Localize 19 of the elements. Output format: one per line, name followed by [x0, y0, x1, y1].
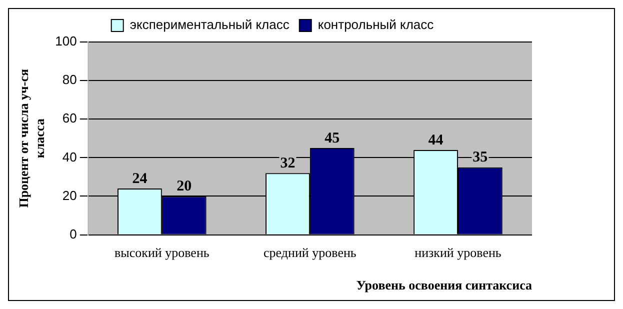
data-label: 32 — [280, 155, 296, 172]
y-tick-label: 100 — [55, 34, 77, 49]
y-tick-label: 40 — [62, 149, 77, 164]
legend-label: экспериментальный класс — [130, 17, 290, 32]
data-label: 35 — [472, 150, 488, 166]
data-label: 45 — [324, 130, 340, 146]
x-axis-title: Уровень освоения синтаксиса — [356, 278, 532, 293]
data-label: 24 — [132, 170, 148, 187]
data-label: 20 — [176, 178, 192, 195]
y-tick-label: 20 — [62, 188, 77, 203]
data-label: 44 — [428, 132, 444, 148]
y-tick-label: 80 — [62, 72, 77, 88]
y-tick-label: 0 — [70, 226, 77, 242]
x-tick-label: высокий уровень — [114, 245, 210, 260]
x-tick-label: низкий уровень — [414, 245, 502, 260]
y-axis-title: Процент от числа уч-ся класса — [16, 69, 47, 208]
x-tick-label: средний уровень — [264, 245, 356, 260]
y-tick-label: 60 — [62, 110, 77, 126]
legend-label: контрольный класс — [318, 17, 434, 32]
